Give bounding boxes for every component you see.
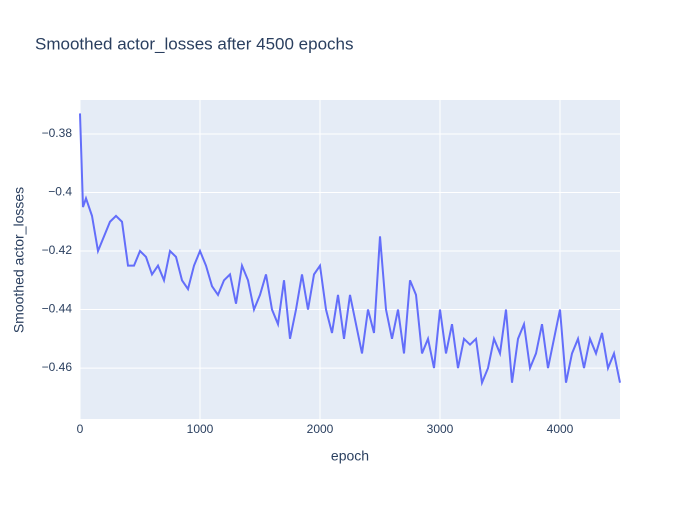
chart-title: Smoothed actor_losses after 4500 epochs (35, 34, 353, 53)
data-line (79, 113, 621, 387)
y-tick-label: −0.38 (42, 126, 73, 140)
y-tick-label: −0.46 (42, 360, 73, 374)
x-tick-label: 3000 (427, 422, 454, 436)
plot-area (80, 100, 620, 419)
x-axis-title: epoch (331, 448, 369, 464)
y-tick-label: −0.4 (48, 185, 72, 199)
y-tick-label: −0.44 (42, 302, 73, 316)
y-tick-label: −0.42 (42, 243, 73, 257)
x-tick-label: 2000 (307, 422, 334, 436)
y-axis-title: Smoothed actor_losses (11, 187, 27, 333)
x-tick-label: 1000 (187, 422, 214, 436)
x-tick-label: 0 (77, 422, 84, 436)
x-tick-label: 4000 (547, 422, 574, 436)
